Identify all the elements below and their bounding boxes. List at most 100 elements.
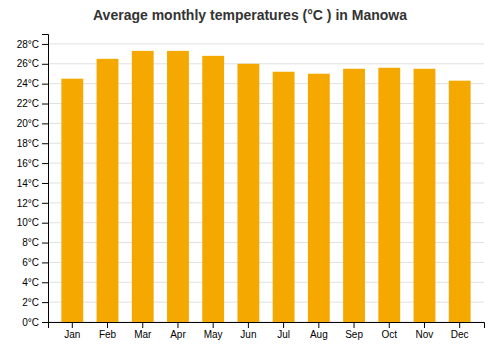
tick-label: Mar [134,329,152,340]
tick: Aug [310,322,328,340]
tick: 0°C [22,317,48,328]
tick: 22°C [17,98,48,109]
tick: Oct [381,322,397,340]
tick-mark [177,322,178,328]
tick-label: Apr [170,329,186,340]
tick: 16°C [17,158,48,169]
tick-mark [42,104,48,105]
tick-mark [42,243,48,244]
tick-label: 20°C [17,118,39,129]
tick: Sep [345,322,363,340]
tick-label: 16°C [17,158,39,169]
tick: 28°C [17,39,48,50]
x-axis: Jan Feb Mar Apr May Jun Jul Aug Sep Oct Nov Dec [49,322,485,340]
tick-mark [107,322,108,328]
tick-label: 8°C [22,237,39,248]
tick-mark [213,322,214,328]
bar [378,68,400,322]
bar [308,74,330,322]
tick: Apr [170,322,186,340]
axis-line [49,323,485,329]
tick-label: 28°C [17,39,39,50]
tick-label: Dec [451,329,469,340]
tick-mark [72,322,73,328]
tick-mark [42,64,48,65]
tick-label: Jul [277,329,290,340]
tick-mark [459,322,460,328]
tick: Jan [64,322,80,340]
tick: 24°C [17,78,48,89]
tick-mark [42,44,48,45]
tick-label: 14°C [17,178,39,189]
bars [61,51,470,322]
tick: 8°C [22,237,48,248]
tick-mark [42,183,48,184]
tick-label: Aug [310,329,328,340]
tick-label: Nov [416,329,434,340]
tick: Mar [134,322,152,340]
tick: Dec [451,322,469,340]
tick: 20°C [17,118,48,129]
plot-area: 0°C 2°C 4°C 6°C 8°C 10°C 12°C 14°C 16°C 18°C 20°C 2… [17,35,485,341]
tick-mark [424,322,425,328]
tick: 14°C [17,178,48,189]
tick-mark [42,302,48,303]
bar [414,69,436,322]
tick: 4°C [22,277,48,288]
bar [97,59,119,322]
tick: 6°C [22,257,48,268]
tick: May [204,322,223,340]
tick-mark [42,84,48,85]
axis-line [42,35,49,323]
tick: Nov [416,322,434,340]
tick-mark [42,223,48,224]
tick-label: 10°C [17,217,39,228]
bar [132,51,154,322]
tick-label: 12°C [17,198,39,209]
tick-label: 22°C [17,98,39,109]
grid [48,44,484,322]
tick-mark [248,322,249,328]
tick-label: Jun [240,329,256,340]
tick-mark [42,322,48,323]
tick: 12°C [17,198,48,209]
tick-mark [354,322,355,328]
tick: Jul [277,322,290,340]
y-axis: 0°C 2°C 4°C 6°C 8°C 10°C 12°C 14°C 16°C 18°C 20°C 2… [17,35,49,328]
tick-label: 0°C [22,317,39,328]
tick-mark [318,322,319,328]
bar [202,56,224,322]
tick: 2°C [22,297,48,308]
tick-label: Sep [345,329,363,340]
title: Average monthly temperatures (°C ) in Ma… [93,7,407,23]
bar [237,64,259,322]
tick-label: 24°C [17,78,39,89]
tick: 10°C [17,217,48,228]
bar [343,69,365,322]
tick-label: Oct [381,329,397,340]
tick-label: Feb [99,329,117,340]
tick-mark [283,322,284,328]
chart: 0°C 2°C 4°C 6°C 8°C 10°C 12°C 14°C 16°C 18°C 20°C 2… [0,0,500,350]
tick-label: May [204,329,223,340]
tick-label: 26°C [17,58,39,69]
bar [449,81,471,322]
tick-label: 6°C [22,257,39,268]
grid-line [48,43,484,44]
tick-mark [389,322,390,328]
tick-mark [42,282,48,283]
tick-label: Jan [64,329,80,340]
tick-mark [42,163,48,164]
bar [273,72,295,322]
tick-label: 18°C [17,138,39,149]
bar [61,79,83,322]
tick: 26°C [17,58,48,69]
bar [167,51,189,322]
tick-mark [42,203,48,204]
tick-mark [42,123,48,124]
tick-label: 2°C [22,297,39,308]
tick: Jun [240,322,256,340]
tick: Feb [99,322,117,340]
tick-label: 4°C [22,277,39,288]
tick: 18°C [17,138,48,149]
